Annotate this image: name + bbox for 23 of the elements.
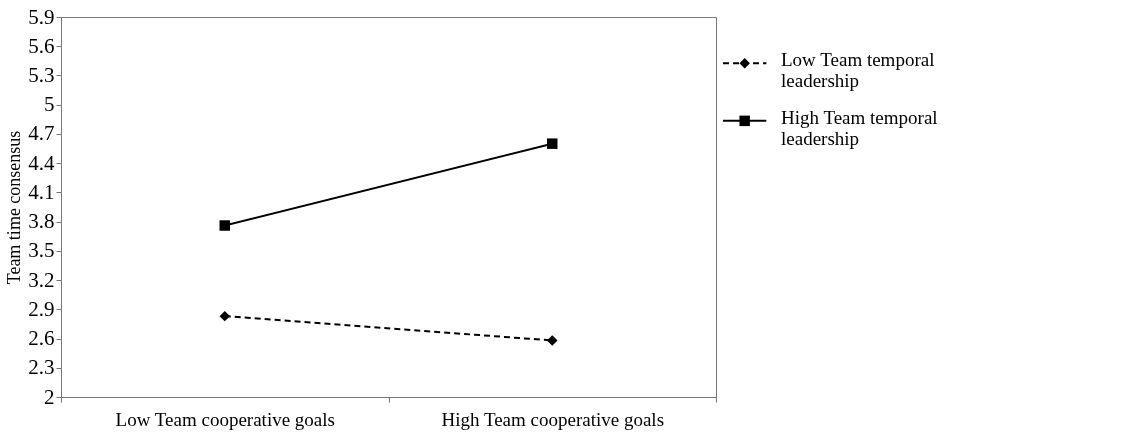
y-tick-label: 4.4 [28, 150, 55, 175]
y-tick-label: 3.8 [28, 209, 55, 234]
legend-label: Low Team temporal leadership [781, 49, 935, 92]
y-tick-label: 3.5 [28, 238, 55, 263]
y-tick-label: 5.3 [28, 62, 55, 87]
y-tick-label: 5 [44, 92, 55, 117]
x-tick-label: High Team cooperative goals [441, 408, 665, 430]
point [547, 138, 558, 149]
y-tick-label: 5.6 [28, 33, 55, 58]
y-tick-label: 4.1 [28, 179, 55, 204]
y-tick-label: 2.3 [28, 355, 55, 380]
point [219, 310, 230, 322]
point [547, 335, 558, 346]
point [219, 220, 230, 231]
y-tick-label: 2 [44, 384, 55, 409]
y-tick-label: 3.2 [28, 267, 55, 292]
y-tick-label: 4.7 [28, 121, 55, 146]
y-tick-label: 2.6 [28, 326, 55, 351]
legend-label: High Team temporal leadership [781, 106, 938, 149]
x-tick-label: Low Team cooperative goals [115, 408, 335, 430]
y-tick-label: 5.9 [28, 4, 55, 29]
y-axis-title: Team time consensus [4, 130, 25, 285]
y-tick-label: 2.9 [28, 296, 55, 321]
